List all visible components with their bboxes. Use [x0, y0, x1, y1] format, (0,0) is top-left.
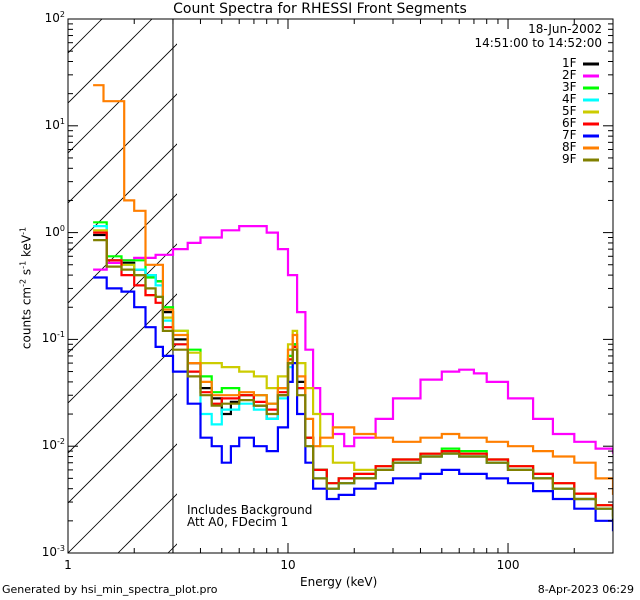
y-tick-label: 101 [44, 116, 65, 132]
series-9f [93, 239, 613, 519]
y-tick-label: 10-1 [41, 330, 65, 346]
footer-timestamp: 8-Apr-2023 06:29 [537, 583, 634, 596]
y-tick-label: 100 [44, 223, 65, 239]
footer-generator: Generated by hsi_min_spectra_plot.pro [2, 583, 218, 596]
y-tick-label: 10-3 [41, 544, 65, 559]
y-tick-label: 10-2 [41, 437, 65, 453]
x-axis-label: Energy (keV) [300, 575, 377, 589]
legend-label-5f: 5F [562, 104, 577, 118]
time-range-label: 14:51:00 to 14:52:00 [474, 36, 602, 50]
series-layer [93, 84, 613, 532]
legend-label-6f: 6F [562, 116, 577, 130]
legend-label-7f: 7F [562, 128, 577, 142]
annotation-background: Includes Background [187, 503, 313, 517]
hatch-line [68, 443, 177, 553]
legend-label-2f: 2F [562, 68, 577, 82]
hatch-line [68, 193, 177, 304]
x-tick-label: 100 [496, 558, 520, 572]
date-label: 18-Jun-2002 [528, 22, 602, 36]
hatch-line [68, 393, 177, 504]
plot-frame [67, 18, 614, 554]
legend-label-9f: 9F [562, 152, 577, 166]
chart-title: Count Spectra for RHESSI Front Segments [173, 1, 467, 17]
hatch-line [68, 93, 177, 204]
y-tick-label: 102 [44, 10, 65, 25]
legend-swatches [583, 62, 599, 162]
x-tick-label: 10 [280, 558, 296, 572]
legend-label-3f: 3F [562, 80, 577, 94]
y-axis-label: counts cm-2 s-1 keV-1 [18, 226, 34, 350]
legend-label-4f: 4F [562, 92, 577, 106]
axis-ticks [67, 18, 614, 554]
annotation-attenuator: Att A0, FDecim 1 [187, 515, 289, 529]
series-2f [93, 225, 613, 454]
hatch-line [68, 43, 177, 154]
x-tick-label: 1 [64, 558, 72, 572]
legend-label-8f: 8F [562, 140, 577, 154]
legend-label-1f: 1F [562, 56, 577, 70]
